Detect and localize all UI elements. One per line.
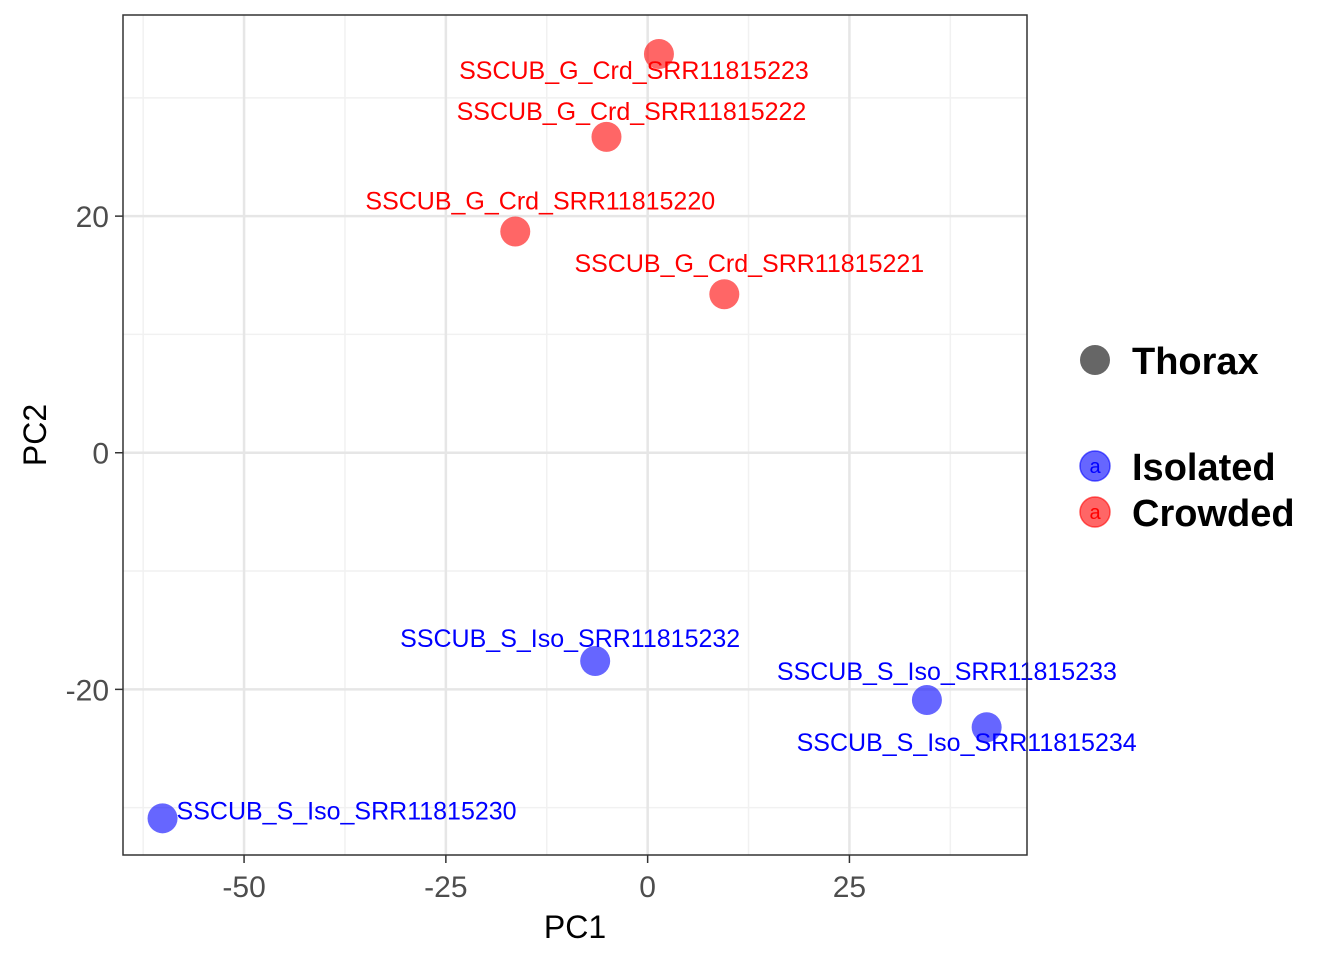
y-axis-title: PC2	[17, 404, 53, 466]
x-tick-label: 0	[639, 871, 656, 904]
grid-major	[123, 15, 1027, 855]
x-axis-title: PC1	[544, 909, 606, 945]
x-tick-label: 25	[833, 871, 866, 904]
data-label: SSCUB_G_Crd_SRR11815221	[574, 250, 924, 278]
data-label: SSCUB_S_Iso_SRR11815230	[177, 797, 517, 825]
y-tick-label: 20	[76, 201, 109, 234]
y-axis-ticks: -20 0 20	[66, 201, 123, 707]
y-tick-label: 0	[92, 438, 109, 471]
legend-shape-key	[1080, 345, 1110, 375]
data-label: SSCUB_S_Iso_SRR11815232	[400, 625, 740, 653]
plot-border	[122, 14, 1028, 856]
data-label: SSCUB_G_Crd_SRR11815222	[457, 98, 807, 126]
data-point	[971, 712, 1002, 743]
legend-groups: a Isolated a Crowded	[1079, 447, 1295, 535]
data-label: SSCUB_G_Crd_SRR11815223	[459, 57, 809, 85]
data-point	[911, 685, 942, 716]
legend-label-crowded: Crowded	[1132, 493, 1295, 535]
data-point	[147, 803, 178, 834]
data-point	[643, 39, 674, 70]
x-tick-label: -50	[222, 871, 265, 904]
legend-key-glyph: a	[1089, 456, 1101, 478]
y-tick-label: -20	[66, 674, 109, 707]
data-label: SSCUB_S_Iso_SRR11815233	[777, 658, 1117, 686]
grid-minor	[123, 15, 1027, 855]
plot-background	[123, 15, 1027, 855]
data-point	[580, 645, 611, 676]
x-axis-ticks: -50 -25 0 25	[222, 855, 866, 904]
legend: Thorax a Isolated a Crowded	[1079, 341, 1295, 535]
data-label: SSCUB_G_Crd_SRR11815220	[365, 188, 715, 216]
legend-key-glyph: a	[1089, 502, 1101, 524]
data-labels: SSCUB_S_Iso_SRR11815232 SSCUB_S_Iso_SRR11…	[177, 57, 1137, 825]
data-point	[500, 216, 531, 247]
legend-key-isolated	[1079, 450, 1111, 482]
data-points	[147, 39, 1002, 834]
legend-shape-title: Thorax	[1132, 341, 1259, 383]
data-label: SSCUB_S_Iso_SRR11815234	[797, 729, 1137, 757]
data-point	[709, 279, 740, 310]
data-point	[591, 121, 622, 152]
x-tick-label: -25	[424, 871, 467, 904]
legend-label-isolated: Isolated	[1132, 447, 1276, 489]
legend-key-crowded	[1079, 496, 1111, 528]
